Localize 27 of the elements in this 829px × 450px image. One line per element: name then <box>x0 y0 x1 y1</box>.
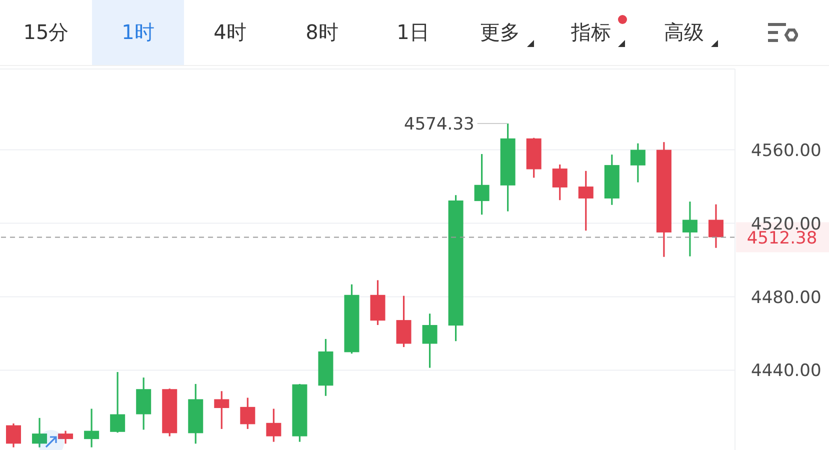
text: 1时 <box>122 20 154 44</box>
candlestick <box>84 408 100 448</box>
annotation: 4574.33 <box>404 114 474 134</box>
candlestick <box>110 371 126 434</box>
candlestick <box>214 390 230 430</box>
candlestick <box>474 153 490 216</box>
text: 15分 <box>23 20 69 44</box>
y-tick-label: 4480.00 <box>751 288 822 308</box>
candlestick <box>578 170 594 232</box>
candlestick <box>552 164 568 201</box>
candlestick <box>630 142 646 184</box>
text: 4时 <box>214 20 246 44</box>
candlestick <box>6 422 21 448</box>
text: 指标 <box>571 20 611 44</box>
candlestick <box>240 396 256 430</box>
candlestick <box>58 430 74 444</box>
candlestick <box>708 204 724 249</box>
text: 8时 <box>306 20 338 44</box>
text: 高级 <box>664 20 704 44</box>
text: 1日 <box>396 20 430 44</box>
y-tick-label: 4560.00 <box>751 140 822 161</box>
candlestick <box>266 408 282 443</box>
y-tick-label: 4440.00 <box>751 361 822 382</box>
text: 更多 <box>480 20 520 44</box>
candlestick <box>422 312 438 369</box>
candlestick <box>682 200 698 258</box>
candlestick <box>396 295 412 348</box>
